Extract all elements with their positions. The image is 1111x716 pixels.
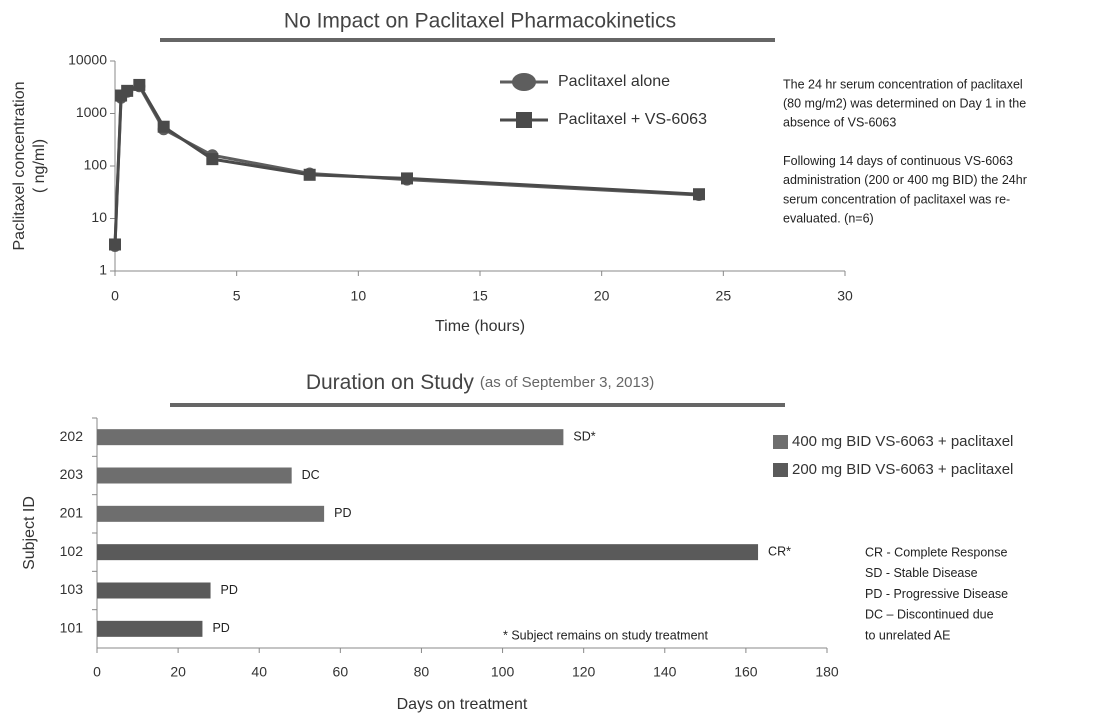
x-tick-label: 160 xyxy=(734,664,758,680)
y-tick-label: 202 xyxy=(60,428,84,444)
x-tick-label: 100 xyxy=(491,664,515,680)
y-axis-label: Subject ID xyxy=(21,496,38,570)
data-point xyxy=(121,84,134,97)
bar xyxy=(97,505,325,522)
x-tick-label: 30 xyxy=(837,288,853,304)
x-tick-label: 120 xyxy=(572,664,596,680)
y-tick-label: 201 xyxy=(60,505,84,521)
legend-swatch xyxy=(773,435,788,449)
data-point xyxy=(401,172,413,185)
x-tick-label: 20 xyxy=(594,288,610,304)
x-axis-label: Days on treatment xyxy=(397,696,528,713)
bar xyxy=(97,467,292,484)
value-label: PD xyxy=(212,621,229,635)
y-tick-label: 102 xyxy=(60,543,84,559)
y-axis-label: ( ng/ml) xyxy=(31,139,48,193)
y-tick-label: 1 xyxy=(99,262,107,278)
value-label: DC xyxy=(302,468,320,482)
bar xyxy=(97,620,203,637)
series-line xyxy=(113,82,700,245)
value-label: SD* xyxy=(573,429,595,443)
y-tick-label: 1000 xyxy=(76,104,107,120)
key-line: DC – Discontinued due xyxy=(865,608,994,622)
title-underline xyxy=(170,403,785,407)
data-point xyxy=(109,238,121,251)
y-tick-label: 10000 xyxy=(68,52,107,68)
bar xyxy=(97,544,759,561)
series-line xyxy=(113,84,700,247)
x-tick-label: 60 xyxy=(333,664,349,680)
key-line: CR - Complete Response xyxy=(865,545,1007,559)
legend-marker xyxy=(512,73,536,91)
value-label: PD xyxy=(334,506,351,520)
y-tick-label: 10 xyxy=(91,209,107,225)
x-tick-label: 25 xyxy=(716,288,732,304)
y-axis-label: Paclitaxel concentration xyxy=(11,82,28,251)
y-tick-label: 101 xyxy=(60,620,84,636)
annotation: serum concentration of paclitaxel was re… xyxy=(783,192,1010,206)
legend-label: 400 mg BID VS-6063 + paclitaxel xyxy=(792,433,1013,450)
data-point xyxy=(693,188,705,201)
x-axis-label: Time (hours) xyxy=(435,318,525,335)
data-point xyxy=(157,120,170,133)
chart-title: No Impact on Paclitaxel Pharmacokinetics xyxy=(284,10,676,33)
title-text: Duration on Study xyxy=(306,371,475,394)
key-line: to unrelated AE xyxy=(865,628,950,642)
x-tick-label: 20 xyxy=(170,664,186,680)
y-tick-label: 103 xyxy=(60,581,84,597)
x-tick-label: 15 xyxy=(472,288,488,304)
subtitle: (as of September 3, 2013) xyxy=(480,374,654,391)
footnote: * Subject remains on study treatment xyxy=(503,628,708,642)
x-tick-label: 40 xyxy=(251,664,267,680)
x-tick-label: 10 xyxy=(351,288,367,304)
x-tick-label: 0 xyxy=(111,288,119,304)
data-point xyxy=(133,78,146,91)
x-tick-label: 140 xyxy=(653,664,677,680)
data-point xyxy=(206,153,219,166)
annotation: evaluated. (n=6) xyxy=(783,211,874,225)
y-tick-label: 100 xyxy=(84,157,108,173)
x-tick-label: 0 xyxy=(93,664,101,680)
value-label: CR* xyxy=(768,544,791,558)
data-point xyxy=(303,168,316,181)
annotation: absence of VS-6063 xyxy=(783,116,896,130)
x-tick-label: 5 xyxy=(233,288,241,304)
y-tick-label: 203 xyxy=(60,466,84,482)
annotation: Following 14 days of continuous VS-6063 xyxy=(783,154,1013,168)
bar xyxy=(97,582,211,599)
legend-label: 200 mg BID VS-6063 + paclitaxel xyxy=(792,461,1013,478)
legend-swatch xyxy=(773,463,788,477)
legend-marker xyxy=(516,112,532,128)
key-line: SD - Stable Disease xyxy=(865,566,978,580)
x-tick-label: 80 xyxy=(414,664,430,680)
bar xyxy=(97,429,564,446)
value-label: PD xyxy=(221,583,238,597)
legend-label: Paclitaxel alone xyxy=(558,73,670,90)
x-tick-label: 180 xyxy=(815,664,839,680)
annotation: administration (200 or 400 mg BID) the 2… xyxy=(783,173,1027,187)
title-underline xyxy=(160,38,775,42)
key-line: PD - Progressive Disease xyxy=(865,587,1008,601)
chart-title: Duration on Study (as of September 3, 201… xyxy=(306,371,654,394)
legend-label: Paclitaxel + VS-6063 xyxy=(558,111,707,128)
annotation: (80 mg/m2) was determined on Day 1 in th… xyxy=(783,96,1026,110)
annotation: The 24 hr serum concentration of paclita… xyxy=(783,77,1023,91)
